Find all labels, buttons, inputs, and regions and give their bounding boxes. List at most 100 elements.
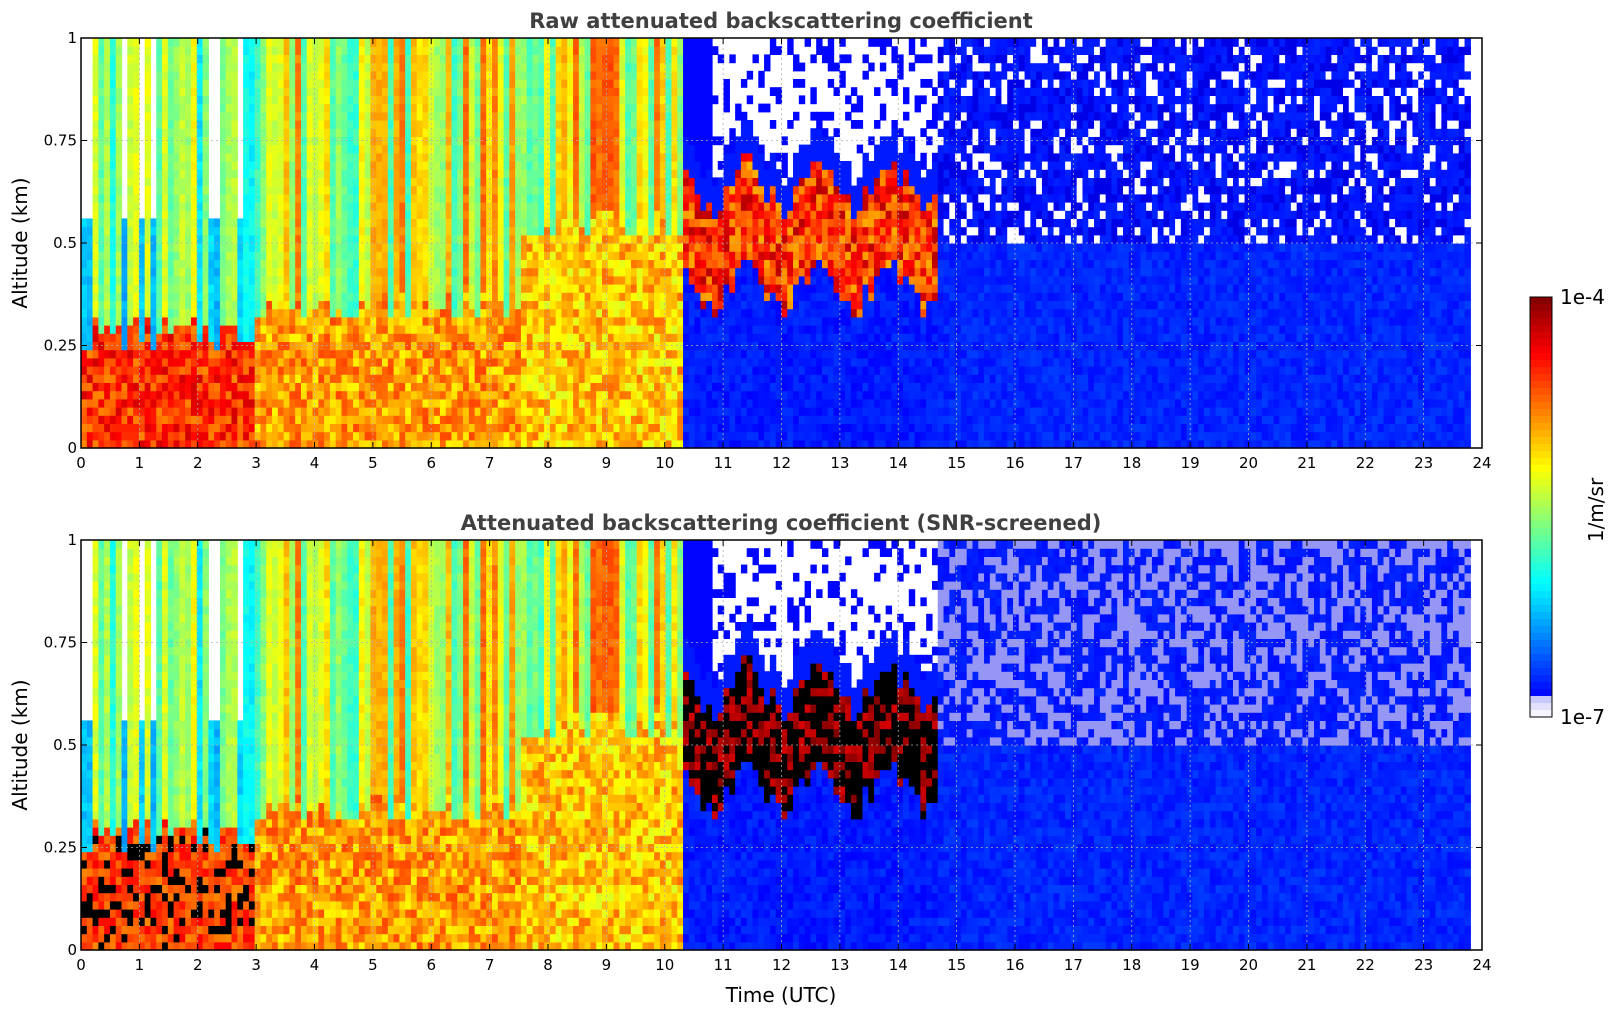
heatmap-cell xyxy=(336,300,342,309)
heatmap-cell xyxy=(533,38,539,47)
heatmap-cell xyxy=(469,358,475,367)
heatmap-cell xyxy=(272,251,278,260)
heatmap-cell xyxy=(301,415,307,424)
heatmap-cell xyxy=(515,153,521,162)
heatmap-cell xyxy=(394,63,400,72)
heatmap-cell xyxy=(81,309,87,318)
heatmap-cell xyxy=(596,46,602,55)
heatmap-cell xyxy=(266,391,272,400)
heatmap-cell xyxy=(376,95,382,104)
heatmap-cell xyxy=(434,350,440,359)
heatmap-cell xyxy=(145,350,151,359)
heatmap-cell xyxy=(307,407,313,416)
heatmap-cell xyxy=(301,38,307,47)
heatmap-cell xyxy=(156,161,162,170)
heatmap-cell xyxy=(475,407,481,416)
heatmap-cell xyxy=(509,177,515,186)
heatmap-cell xyxy=(116,432,122,441)
heatmap-cell xyxy=(475,259,481,268)
heatmap-cell xyxy=(527,112,533,121)
heatmap-cell xyxy=(243,309,249,318)
heatmap-cell xyxy=(191,71,197,80)
heatmap-cell xyxy=(278,300,284,309)
heatmap-cell xyxy=(191,63,197,72)
heatmap-cell xyxy=(671,284,677,293)
heatmap-cell xyxy=(480,243,486,252)
heatmap-cell xyxy=(313,46,319,55)
heatmap-cell xyxy=(220,95,226,104)
heatmap-cell xyxy=(156,374,162,383)
heatmap-cell xyxy=(127,95,133,104)
heatmap-cell xyxy=(480,276,486,285)
heatmap-cell xyxy=(469,112,475,121)
heatmap-cell xyxy=(394,38,400,47)
heatmap-cell xyxy=(527,95,533,104)
heatmap-cell xyxy=(515,243,521,252)
heatmap-cell xyxy=(127,38,133,47)
heatmap-cell xyxy=(596,284,602,293)
heatmap-cell xyxy=(567,194,573,203)
heatmap-cell xyxy=(469,63,475,72)
heatmap-cell xyxy=(295,325,301,334)
heatmap-cell xyxy=(643,194,649,203)
heatmap-cell xyxy=(278,432,284,441)
heatmap-cell xyxy=(214,423,220,432)
heatmap-cell xyxy=(538,350,544,359)
heatmap-cell xyxy=(556,38,562,47)
heatmap-cell xyxy=(585,161,591,170)
heatmap-cell xyxy=(469,218,475,227)
heatmap-cell xyxy=(336,194,342,203)
heatmap-cell xyxy=(266,104,272,113)
heatmap-cell xyxy=(104,309,110,318)
heatmap-cell xyxy=(324,317,330,326)
heatmap-cell xyxy=(446,415,452,424)
heatmap-cell xyxy=(399,54,405,63)
heatmap-cell xyxy=(475,54,481,63)
heatmap-cell xyxy=(179,54,185,63)
heatmap-cell xyxy=(220,358,226,367)
heatmap-cell xyxy=(266,259,272,268)
heatmap-cell xyxy=(168,194,174,203)
heatmap-cell xyxy=(440,382,446,391)
heatmap-cell xyxy=(544,333,550,342)
heatmap-cell xyxy=(324,309,330,318)
heatmap-cell xyxy=(365,423,371,432)
heatmap-cell xyxy=(260,259,266,268)
heatmap-cell xyxy=(469,46,475,55)
heatmap-cell xyxy=(440,391,446,400)
heatmap-cell xyxy=(365,292,371,301)
heatmap-cell xyxy=(179,79,185,88)
heatmap-cell xyxy=(643,333,649,342)
heatmap-cell xyxy=(556,153,562,162)
heatmap-cell xyxy=(168,399,174,408)
heatmap-cell xyxy=(365,399,371,408)
heatmap-cell xyxy=(104,423,110,432)
heatmap-cell xyxy=(434,432,440,441)
heatmap-cell xyxy=(533,227,539,236)
heatmap-cell xyxy=(556,194,562,203)
heatmap-cell xyxy=(278,46,284,55)
heatmap-cell xyxy=(336,112,342,121)
heatmap-cell xyxy=(556,120,562,129)
heatmap-cell xyxy=(191,46,197,55)
heatmap-cell xyxy=(463,128,469,137)
heatmap-cell xyxy=(469,145,475,154)
heatmap-cell xyxy=(544,268,550,277)
heatmap-cell xyxy=(573,95,579,104)
heatmap-cell xyxy=(191,210,197,219)
heatmap-cell xyxy=(498,169,504,178)
heatmap-cell xyxy=(533,120,539,129)
heatmap-cell xyxy=(168,218,174,227)
heatmap-cell xyxy=(538,423,544,432)
heatmap-cell xyxy=(614,382,620,391)
heatmap-cell xyxy=(498,292,504,301)
heatmap-cell xyxy=(214,227,220,236)
heatmap-cell xyxy=(98,259,104,268)
heatmap-cell xyxy=(365,202,371,211)
heatmap-cell xyxy=(671,87,677,96)
heatmap-cell xyxy=(480,399,486,408)
heatmap-cell xyxy=(533,145,539,154)
heatmap-cell xyxy=(648,210,654,219)
heatmap-cell xyxy=(509,120,515,129)
heatmap-cell xyxy=(376,243,382,252)
